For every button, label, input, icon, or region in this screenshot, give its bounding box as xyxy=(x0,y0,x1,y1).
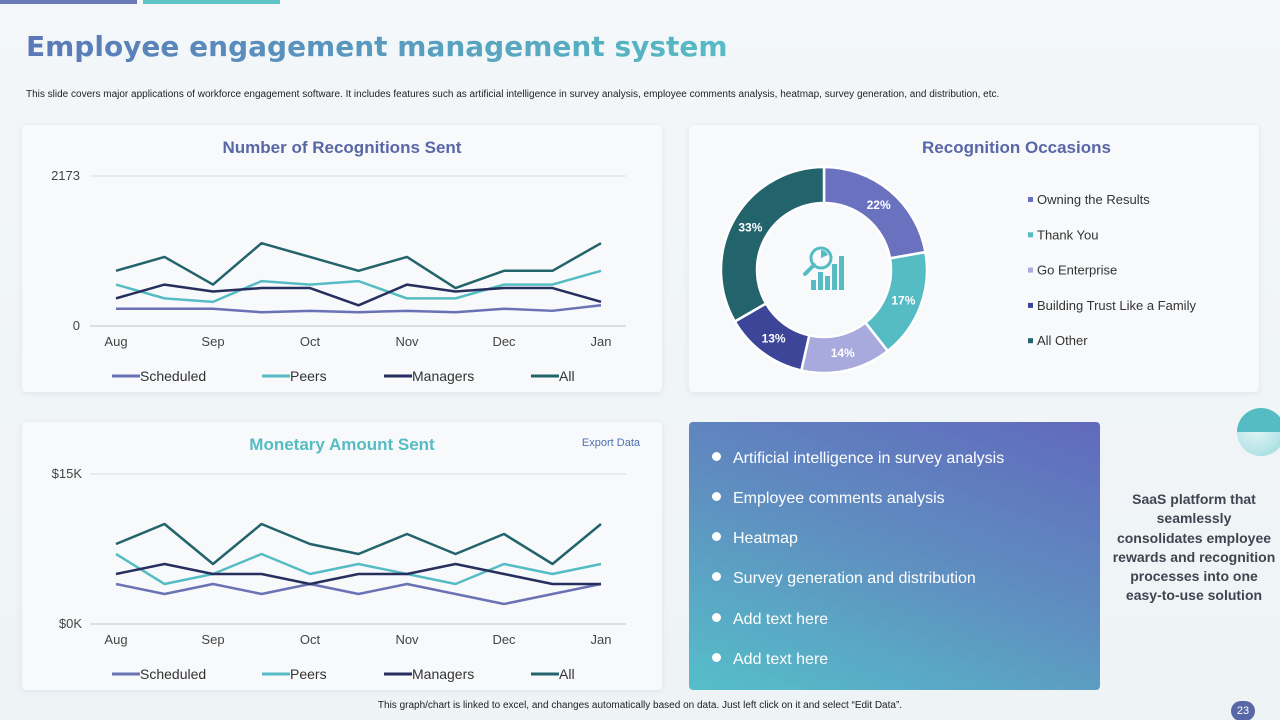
x-tick-label: Oct xyxy=(300,632,321,647)
y-tick-label: $15K xyxy=(52,466,83,481)
legend-label: Scheduled xyxy=(140,666,206,682)
feature-item: Heatmap xyxy=(712,530,798,548)
accent-bar-teal xyxy=(143,0,280,4)
bullet-icon xyxy=(712,572,721,582)
monetary-chart-card[interactable]: Monetary Amount Sent Export Data $0K $15K… xyxy=(22,422,662,690)
legend-label: Go Enterprise xyxy=(1037,263,1117,278)
legend-label: All xyxy=(559,368,575,384)
series-line-scheduled[interactable] xyxy=(115,582,602,606)
slice-label: 33% xyxy=(738,221,762,235)
bullet-icon xyxy=(712,452,721,462)
series-line-all[interactable] xyxy=(115,522,602,566)
x-tick-label: Dec xyxy=(492,334,516,349)
legend-swatch xyxy=(1028,267,1033,273)
feature-label: Heatmap xyxy=(733,530,798,547)
feature-item: Add text here xyxy=(712,611,828,629)
footer-note: This graph/chart is linked to excel, and… xyxy=(377,700,903,711)
y-tick-label: $0K xyxy=(59,616,82,631)
bullet-icon xyxy=(712,613,721,623)
series-line-peers[interactable] xyxy=(115,552,602,586)
feature-label: Add text here xyxy=(733,611,829,628)
recognitions-chart-card[interactable]: Number of Recognitions Sent 0 2173 Aug Sep O… xyxy=(22,125,662,392)
y-tick-label: 0 xyxy=(73,318,80,333)
accent-bar-blue xyxy=(0,0,137,4)
legend-label: All xyxy=(559,666,575,682)
legend-label: Building Trust Like a Family xyxy=(1037,298,1196,313)
feature-label: Artificial intelligence in survey analys… xyxy=(733,450,1005,467)
feature-label: Add text here xyxy=(733,651,829,668)
x-tick-label: Aug xyxy=(104,334,127,349)
feature-item: Add text here xyxy=(712,651,828,669)
slice-label: 13% xyxy=(762,331,786,345)
feature-label: Survey generation and distribution xyxy=(733,570,976,587)
series-line-all[interactable] xyxy=(115,241,602,290)
slice-label: 14% xyxy=(831,346,855,360)
series-line-scheduled[interactable] xyxy=(116,304,602,314)
legend-label: Managers xyxy=(412,368,474,384)
legend-swatch xyxy=(1028,338,1033,344)
legend-label: Thank You xyxy=(1037,227,1098,242)
y-tick-label: 2173 xyxy=(51,168,80,183)
series-line-managers[interactable] xyxy=(115,283,602,307)
page-subtitle: This slide covers major applications of … xyxy=(26,89,1000,100)
bullet-icon xyxy=(712,653,721,663)
occasions-chart-card[interactable]: Recognition Occasions 22% 17% 14% 13% 33% Own… xyxy=(689,125,1259,392)
x-tick-label: Dec xyxy=(492,632,516,647)
analytics-icon xyxy=(803,246,844,290)
feature-label: Employee comments analysis xyxy=(733,490,945,507)
x-tick-label: Sep xyxy=(201,632,224,647)
feature-item: Survey generation and distribution xyxy=(712,570,976,588)
x-tick-label: Jan xyxy=(591,632,612,647)
legend-label: Peers xyxy=(290,666,327,682)
x-tick-label: Oct xyxy=(300,334,321,349)
series-line-managers[interactable] xyxy=(115,562,601,586)
bullet-icon xyxy=(712,492,721,502)
monetary-line-chart[interactable]: $0K $15K Aug Sep Oct Nov Dec Jan Scheduled Peers M… xyxy=(22,422,662,690)
legend-label: Owning the Results xyxy=(1037,192,1150,207)
legend-swatch xyxy=(1028,232,1033,238)
page-title: Employee engagement management system xyxy=(26,30,728,63)
decorative-circle-cap xyxy=(1237,408,1280,432)
feature-item: Artificial intelligence in survey analys… xyxy=(712,450,1004,468)
recognitions-line-chart[interactable]: 0 2173 Aug Sep Oct Nov Dec Jan Scheduled Peers Man… xyxy=(22,125,662,392)
bullet-icon xyxy=(712,532,721,542)
series-line-peers[interactable] xyxy=(115,269,602,304)
legend-label: Scheduled xyxy=(140,368,206,384)
occasions-donut-chart[interactable]: 22% 17% 14% 13% 33% Owning the Results Thank Y… xyxy=(689,125,1259,392)
recognitions-chart-title: Number of Recognitions Sent xyxy=(222,138,462,157)
export-data-link[interactable]: Export Data xyxy=(581,437,640,449)
slice-label: 22% xyxy=(867,198,891,212)
occasions-chart-title: Recognition Occasions xyxy=(922,138,1111,157)
side-description: SaaS platform that seamlessly consolidat… xyxy=(1112,491,1276,604)
donut-slice[interactable] xyxy=(719,165,826,324)
legend-swatch xyxy=(1028,197,1033,202)
x-tick-label: Nov xyxy=(395,334,419,349)
x-tick-label: Nov xyxy=(395,632,419,647)
monetary-chart-title: Monetary Amount Sent xyxy=(249,435,435,454)
legend-swatch xyxy=(1028,302,1033,308)
features-panel: Artificial intelligence in survey analys… xyxy=(689,422,1100,690)
x-tick-label: Jan xyxy=(591,334,612,349)
donut-slice[interactable] xyxy=(822,165,927,260)
legend-label: All Other xyxy=(1037,333,1088,348)
slice-label: 17% xyxy=(891,293,915,307)
legend-label: Managers xyxy=(412,666,474,682)
page-number: 23 xyxy=(1231,701,1255,720)
legend-label: Peers xyxy=(290,368,327,384)
x-tick-label: Sep xyxy=(201,334,224,349)
x-tick-label: Aug xyxy=(104,632,127,647)
feature-item: Employee comments analysis xyxy=(712,490,945,508)
